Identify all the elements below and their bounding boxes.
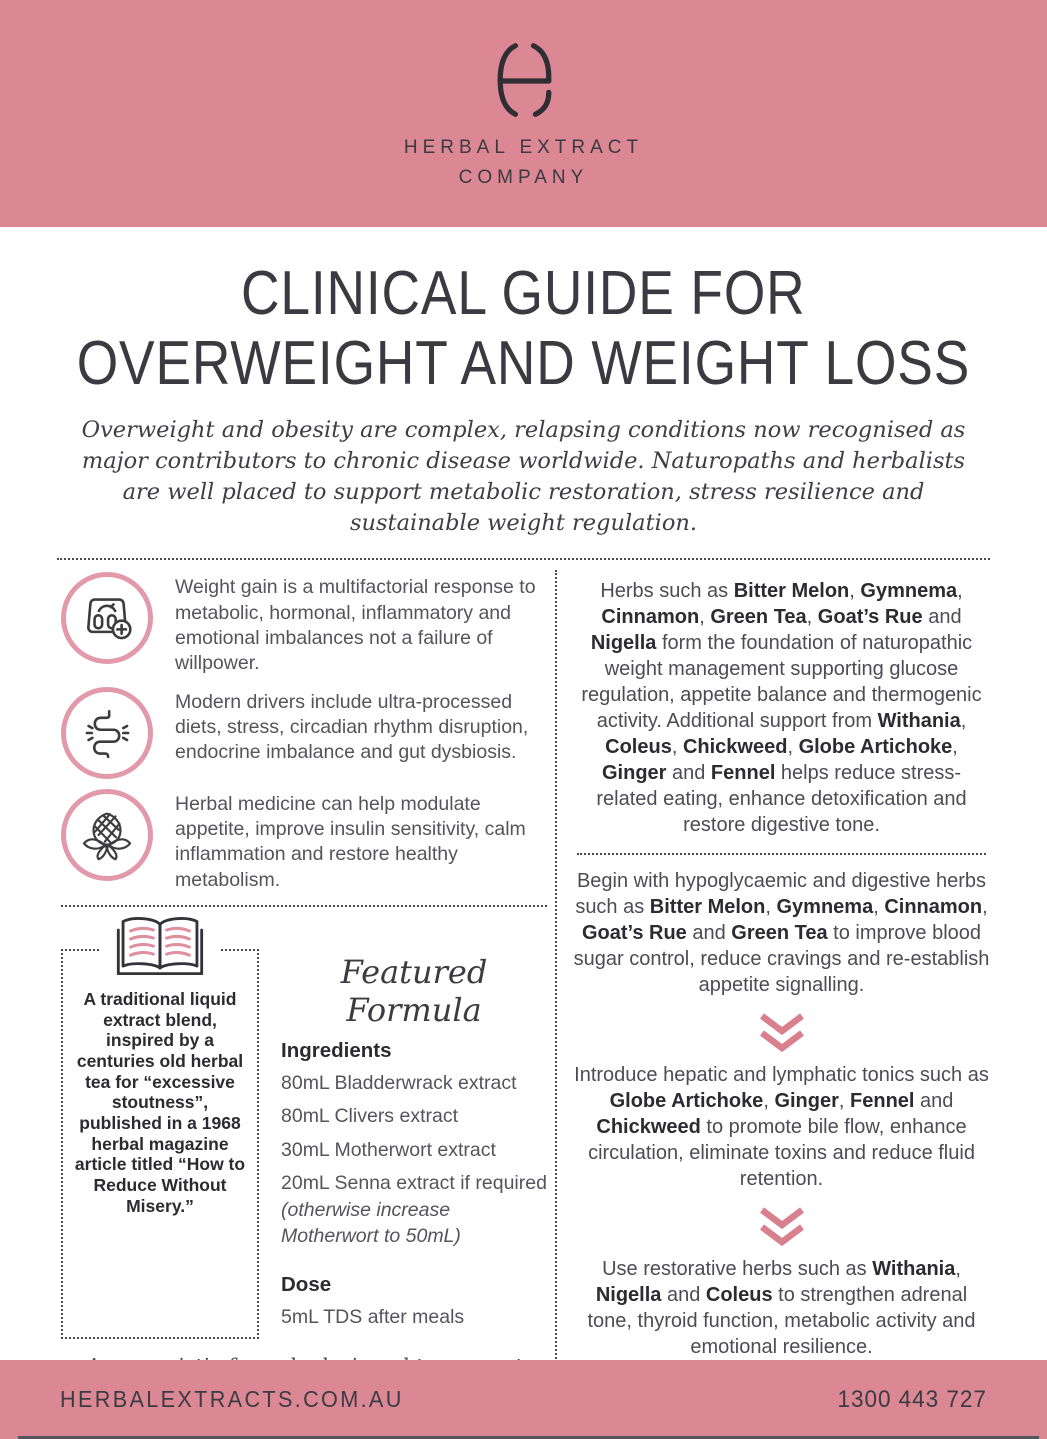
intestine-icon (61, 686, 153, 779)
right-column: Herbs such as Bitter Melon, Gymnema, Cin… (557, 560, 990, 1439)
ingredients-label: Ingredients (281, 1039, 392, 1063)
title-line-2: OVERWEIGHT AND WEIGHT LOSS (76, 329, 971, 399)
key-point-text: Herbal medicine can help modulate appeti… (175, 792, 526, 891)
divider-top (57, 558, 990, 561)
footer-banner: HERBALEXTRACTS.COM.AU 1300 443 727 (0, 1360, 1047, 1439)
protocol-step-3: Use restorative herbs such as Withania, … (587, 1258, 976, 1359)
ingredient-note: (otherwise increase Motherwort to 50mL) (281, 1199, 461, 1247)
left-column: Weight gain is a multifactorial response… (57, 560, 555, 1439)
divider-right-column (577, 853, 986, 856)
herbs-overview-paragraph: Herbs such as Bitter Melon, Gymnema, Cin… (581, 580, 982, 837)
key-point-weight-gain: Weight gain is a multifactorial response… (61, 572, 547, 676)
brand-monogram-icon (478, 40, 570, 125)
key-point-modern-drivers: Modern drivers include ultra-processed d… (61, 686, 547, 779)
brand-line-2: COMPANY (458, 167, 589, 188)
dose-label: Dose (281, 1273, 332, 1297)
brand-line-1: HERBAL EXTRACT (403, 136, 644, 158)
footer-website: HERBALEXTRACTS.COM.AU (60, 1386, 404, 1412)
protocol-step-2: Introduce hepatic and lymphatic tonics s… (574, 1064, 989, 1191)
divider-vertical (555, 570, 557, 1439)
ingredient-item: 80mL Bladderwrack extract (281, 1072, 517, 1095)
footer-phone: 1300 443 727 (837, 1385, 987, 1413)
chevron-double-down-icon (573, 1206, 990, 1248)
clover-flower-icon (61, 788, 153, 881)
ingredient-item: 30mL Motherwort extract (281, 1138, 496, 1161)
ingredient-item: 20mL Senna extract if required (otherwis… (281, 1171, 547, 1249)
header-banner: HERBAL EXTRACT COMPANY (0, 0, 1047, 227)
dose-value: 5mL TDS after meals (281, 1306, 465, 1329)
featured-formula-section: A traditional liquid extract blend, insp… (61, 913, 547, 1339)
divider-left-column (61, 905, 547, 908)
formula-story-text: A traditional liquid extract blend, insp… (74, 989, 246, 1216)
scale-plus-icon (61, 572, 153, 665)
key-point-herbal-medicine: Herbal medicine can help modulate appeti… (61, 788, 547, 893)
chevron-double-down-icon (573, 1012, 990, 1054)
protocol-step-1: Begin with hypoglycaemic and digestive h… (573, 870, 990, 997)
formula-details: Featured Formula Ingredients 80mL Bladde… (259, 949, 547, 1338)
intro-paragraph: Overweight and obesity are complex, rela… (81, 417, 966, 536)
open-book-icon (100, 913, 220, 986)
page-title: CLINICAL GUIDE FOR OVERWEIGHT AND WEIGHT… (0, 259, 1047, 399)
formula-story-box: A traditional liquid extract blend, insp… (61, 913, 259, 1339)
title-line-1: CLINICAL GUIDE FOR (241, 259, 806, 328)
page-bottom-edge (18, 1436, 1039, 1439)
ingredient-item: 80mL Clivers extract (281, 1105, 458, 1128)
ingredient-conditional: 20mL Senna extract if required (281, 1172, 547, 1195)
key-point-text: Modern drivers include ultra-processed d… (175, 690, 529, 764)
key-point-text: Weight gain is a multifactorial response… (175, 576, 536, 675)
featured-formula-heading: Featured Formula (340, 953, 488, 1030)
content-columns: Weight gain is a multifactorial response… (57, 560, 990, 1439)
brand-name: HERBAL EXTRACT COMPANY (404, 133, 643, 194)
